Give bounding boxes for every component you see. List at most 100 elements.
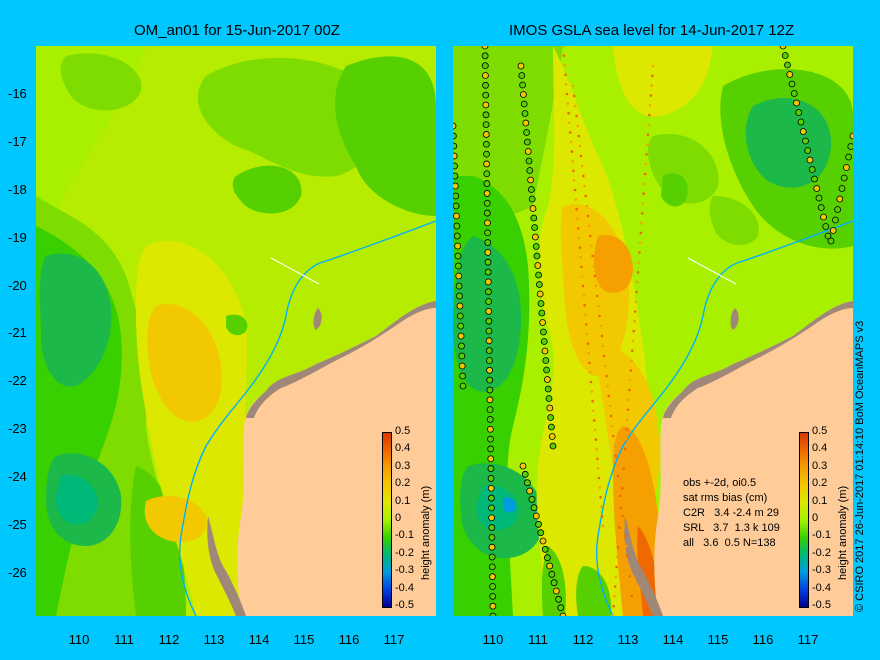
track-marker <box>458 342 465 350</box>
track-marker <box>485 288 492 296</box>
track-marker <box>592 264 596 268</box>
track-marker <box>597 476 601 480</box>
track-marker <box>838 185 846 192</box>
y-tick-label: -17 <box>8 134 27 149</box>
track-marker <box>482 140 490 148</box>
track-marker <box>628 388 631 392</box>
track-marker <box>574 104 577 108</box>
track-marker <box>484 258 492 266</box>
right-colorbar-label: height anomaly (m) <box>837 485 849 580</box>
track-marker <box>486 386 494 394</box>
track-marker <box>483 160 491 168</box>
track-marker <box>488 533 496 541</box>
track-marker <box>625 418 629 421</box>
track-marker <box>799 128 807 135</box>
track-marker <box>453 182 459 190</box>
colorbar-tick-label: -0.5 <box>812 599 831 611</box>
track-marker <box>532 243 540 250</box>
track-marker <box>453 162 458 170</box>
track-marker <box>592 419 596 422</box>
right-map[interactable] <box>453 46 853 616</box>
left-map[interactable] <box>36 46 436 616</box>
track-marker <box>621 514 624 518</box>
track-marker <box>523 129 530 136</box>
left-panel-title: OM_an01 for 15-Jun-2017 00Z <box>134 22 340 39</box>
track-marker <box>572 179 576 182</box>
track-marker <box>644 162 648 166</box>
track-marker <box>454 242 462 250</box>
track-marker <box>459 382 467 390</box>
stats-line: obs +-2d, oi0.5 <box>683 477 757 489</box>
track-marker <box>487 435 494 443</box>
track-marker <box>486 425 494 433</box>
track-marker <box>811 175 818 183</box>
track-marker <box>552 587 560 595</box>
track-marker <box>454 252 462 260</box>
track-marker <box>520 91 527 98</box>
track-marker <box>483 180 491 187</box>
track-marker <box>633 310 637 313</box>
track-marker <box>649 94 653 97</box>
track-marker <box>453 122 457 130</box>
y-tick-label: -21 <box>8 325 27 340</box>
track-marker <box>613 585 617 588</box>
track-marker <box>638 241 642 245</box>
track-marker <box>604 364 607 368</box>
colorbar-tick-label: 0.4 <box>395 442 411 455</box>
track-marker <box>586 342 590 345</box>
track-marker <box>586 214 590 218</box>
track-marker <box>615 565 618 569</box>
track-marker <box>453 222 461 230</box>
track-marker <box>567 111 570 115</box>
x-tick-label: 115 <box>293 632 315 647</box>
track-marker <box>638 251 641 254</box>
track-marker <box>574 198 578 201</box>
track-marker <box>485 317 493 325</box>
track-marker <box>648 103 652 107</box>
track-marker <box>808 166 816 173</box>
track-marker <box>589 234 592 238</box>
track-marker <box>528 186 535 193</box>
track-marker <box>623 447 627 451</box>
track-marker <box>548 570 556 578</box>
track-marker <box>557 604 565 612</box>
track-marker <box>564 73 567 77</box>
track-marker <box>569 140 573 144</box>
track-marker <box>539 537 547 545</box>
left-map-svg <box>36 46 436 616</box>
track-marker <box>456 302 464 310</box>
track-marker <box>616 545 620 549</box>
track-marker <box>483 199 491 207</box>
track-marker <box>487 445 495 453</box>
track-marker <box>827 237 835 245</box>
track-marker <box>822 223 830 230</box>
track-marker <box>488 563 496 571</box>
track-marker <box>454 262 462 270</box>
track-marker <box>824 232 832 240</box>
track-marker <box>548 423 555 431</box>
track-marker <box>578 246 582 249</box>
colorbar-tick-label: 0.2 <box>395 477 411 490</box>
track-marker <box>531 224 538 231</box>
track-marker <box>484 248 492 256</box>
track-marker <box>550 579 558 587</box>
track-marker <box>580 164 584 168</box>
track-marker <box>790 90 798 97</box>
track-marker <box>525 157 533 165</box>
track-marker <box>544 554 551 562</box>
track-marker <box>624 437 628 441</box>
track-marker <box>617 484 621 488</box>
track-marker <box>486 366 493 374</box>
track-marker <box>605 374 608 378</box>
track-marker <box>829 227 837 234</box>
track-marker <box>542 357 550 364</box>
track-marker <box>484 219 491 227</box>
colorbar-tick-label: -0.5 <box>395 599 414 611</box>
track-marker <box>788 80 796 88</box>
track-marker <box>650 84 653 87</box>
y-tick-label: -20 <box>8 278 27 293</box>
track-marker <box>601 524 605 528</box>
track-marker <box>482 131 490 138</box>
track-marker <box>631 339 635 343</box>
right-panel-title: IMOS GSLA sea level for 14-Jun-2017 12Z <box>509 22 795 39</box>
